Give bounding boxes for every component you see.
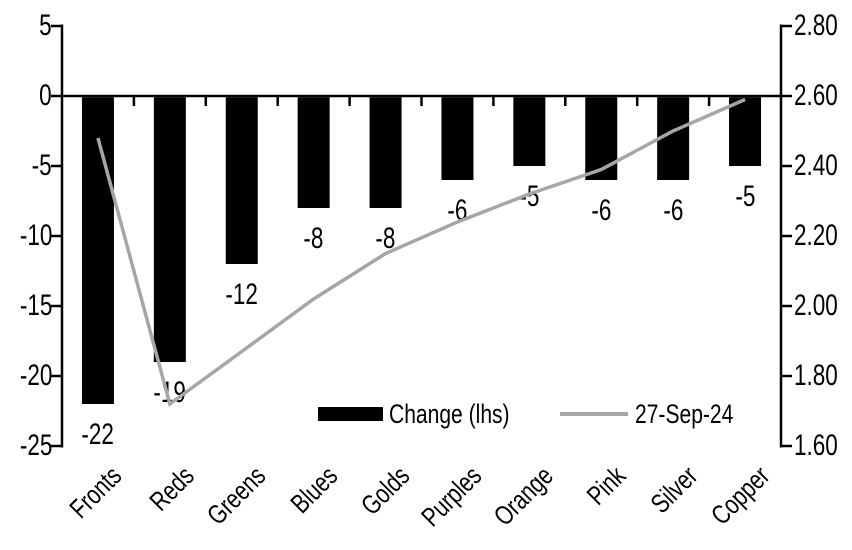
legend-line-swatch xyxy=(560,412,628,416)
bar xyxy=(369,97,402,208)
legend-bar-label: Change (lhs) xyxy=(389,400,544,428)
legend-line-label: 27-Sep-24 xyxy=(635,400,761,428)
legend-bar-swatch xyxy=(318,407,383,421)
line-series xyxy=(96,97,746,407)
bar xyxy=(153,97,186,362)
bar xyxy=(585,97,618,180)
bar xyxy=(297,97,330,208)
bar xyxy=(441,97,474,180)
legend-line-label-text: 27-Sep-24 xyxy=(635,399,734,429)
bar xyxy=(513,97,546,166)
legend-bar-label-text: Change (lhs) xyxy=(389,399,510,429)
bar xyxy=(729,97,762,166)
bar xyxy=(225,97,258,264)
bar xyxy=(81,97,114,404)
